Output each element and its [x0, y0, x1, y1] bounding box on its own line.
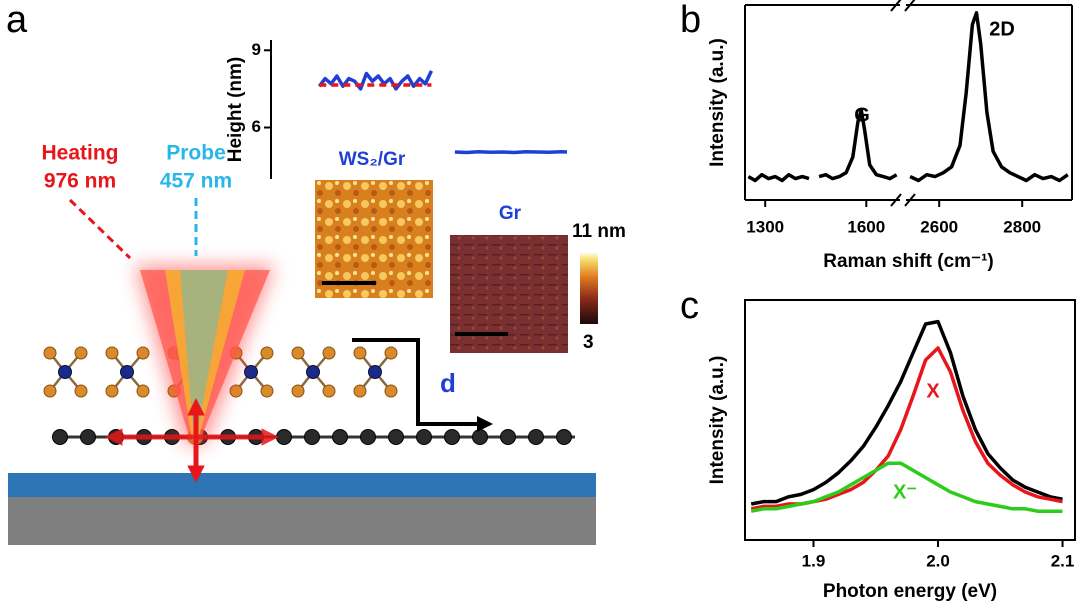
colorbar-label: 11 nm: [572, 221, 626, 242]
y-axis-label: Height (nm): [225, 57, 246, 163]
heating-wavelength: 976 nm: [44, 170, 116, 193]
direction-label: d: [440, 368, 456, 398]
y-tick-label: 9: [252, 40, 261, 59]
afm-label: WS₂/Gr: [339, 149, 406, 170]
lattice: [43, 346, 575, 445]
graphene-atom: [444, 429, 460, 445]
substrate: [8, 497, 596, 545]
sulfur-atom: [353, 346, 367, 360]
graphene-atom: [388, 429, 404, 445]
sulfur-atom: [384, 346, 398, 360]
tungsten-atom: [368, 365, 382, 379]
sulfur-atom: [291, 346, 305, 360]
annotation: X⁻: [893, 481, 917, 503]
heating-pointer: [68, 198, 132, 260]
tungsten-atom: [58, 365, 72, 379]
tungsten-atom: [306, 365, 320, 379]
direction-arrow: [352, 338, 493, 432]
panel-label: b: [680, 0, 701, 41]
annotation: X: [926, 380, 940, 402]
graphene-atom: [556, 429, 572, 445]
sulfur-atom: [74, 346, 88, 360]
data-line: [747, 11, 1069, 183]
x-tick-label: 2800: [1003, 217, 1041, 236]
tungsten-atom: [244, 365, 258, 379]
annotation: G: [854, 104, 870, 126]
substrate-layer: [8, 473, 596, 497]
colorbar: [580, 252, 598, 324]
x-tick-label: 1600: [847, 217, 885, 236]
y-axis-label: Intensity (a.u.): [707, 38, 728, 167]
x-tick-label: 2.1: [1051, 551, 1075, 570]
data-line: [750, 319, 1063, 506]
sulfur-atom: [105, 384, 119, 398]
graphene-atom: [80, 429, 96, 445]
x-tick-label: 1300: [746, 217, 784, 236]
x-tick-label: 1.9: [802, 551, 826, 570]
sulfur-atom: [353, 384, 367, 398]
panel-label: c: [680, 285, 699, 327]
axis-break: [904, 193, 916, 207]
graphene-atom: [276, 429, 292, 445]
sulfur-atom: [291, 384, 305, 398]
graphene-atom: [472, 429, 488, 445]
probe-beam: [180, 270, 228, 440]
axis-frame: [744, 299, 1076, 541]
sulfur-atom: [384, 384, 398, 398]
axis-break: [890, 0, 902, 12]
graphene-atom: [360, 429, 376, 445]
y-tick-label: 6: [252, 117, 261, 136]
sulfur-atom: [43, 346, 57, 360]
panel-label: a: [6, 0, 28, 41]
annotation: 2D: [989, 18, 1015, 40]
graphene-atom: [500, 429, 516, 445]
afm-image: [315, 180, 433, 298]
colorbar-label: 3: [583, 332, 594, 353]
data-line: [317, 70, 433, 91]
graphene-atom: [304, 429, 320, 445]
probe-label: Probe: [166, 142, 226, 165]
data-line: [454, 149, 568, 155]
x-axis-label: Raman shift (cm⁻¹): [823, 251, 994, 272]
heating-label: Heating: [41, 142, 118, 165]
graphene-atom: [528, 429, 544, 445]
afm-label: Gr: [499, 203, 522, 224]
sulfur-atom: [260, 384, 274, 398]
x-tick-label: 2600: [920, 217, 958, 236]
data-line: [750, 461, 1063, 513]
graphene-atom: [332, 429, 348, 445]
sulfur-atom: [74, 384, 88, 398]
sulfur-atom: [260, 346, 274, 360]
sulfur-atom: [105, 346, 119, 360]
sulfur-atom: [322, 346, 336, 360]
probe-wavelength: 457 nm: [160, 170, 232, 193]
axis-break: [890, 193, 902, 207]
x-tick-label: 2.0: [926, 551, 950, 570]
tungsten-atom: [120, 365, 134, 379]
y-axis-label: Intensity (a.u.): [707, 356, 728, 485]
sulfur-atom: [136, 384, 150, 398]
sulfur-atom: [229, 384, 243, 398]
sulfur-atom: [43, 384, 57, 398]
graphene-atom: [52, 429, 68, 445]
axis-frame-side: [744, 4, 1073, 201]
sulfur-atom: [322, 384, 336, 398]
graphene-atom: [416, 429, 432, 445]
axis-break: [904, 0, 916, 12]
sulfur-atom: [136, 346, 150, 360]
x-axis-label: Photon energy (eV): [823, 581, 997, 602]
